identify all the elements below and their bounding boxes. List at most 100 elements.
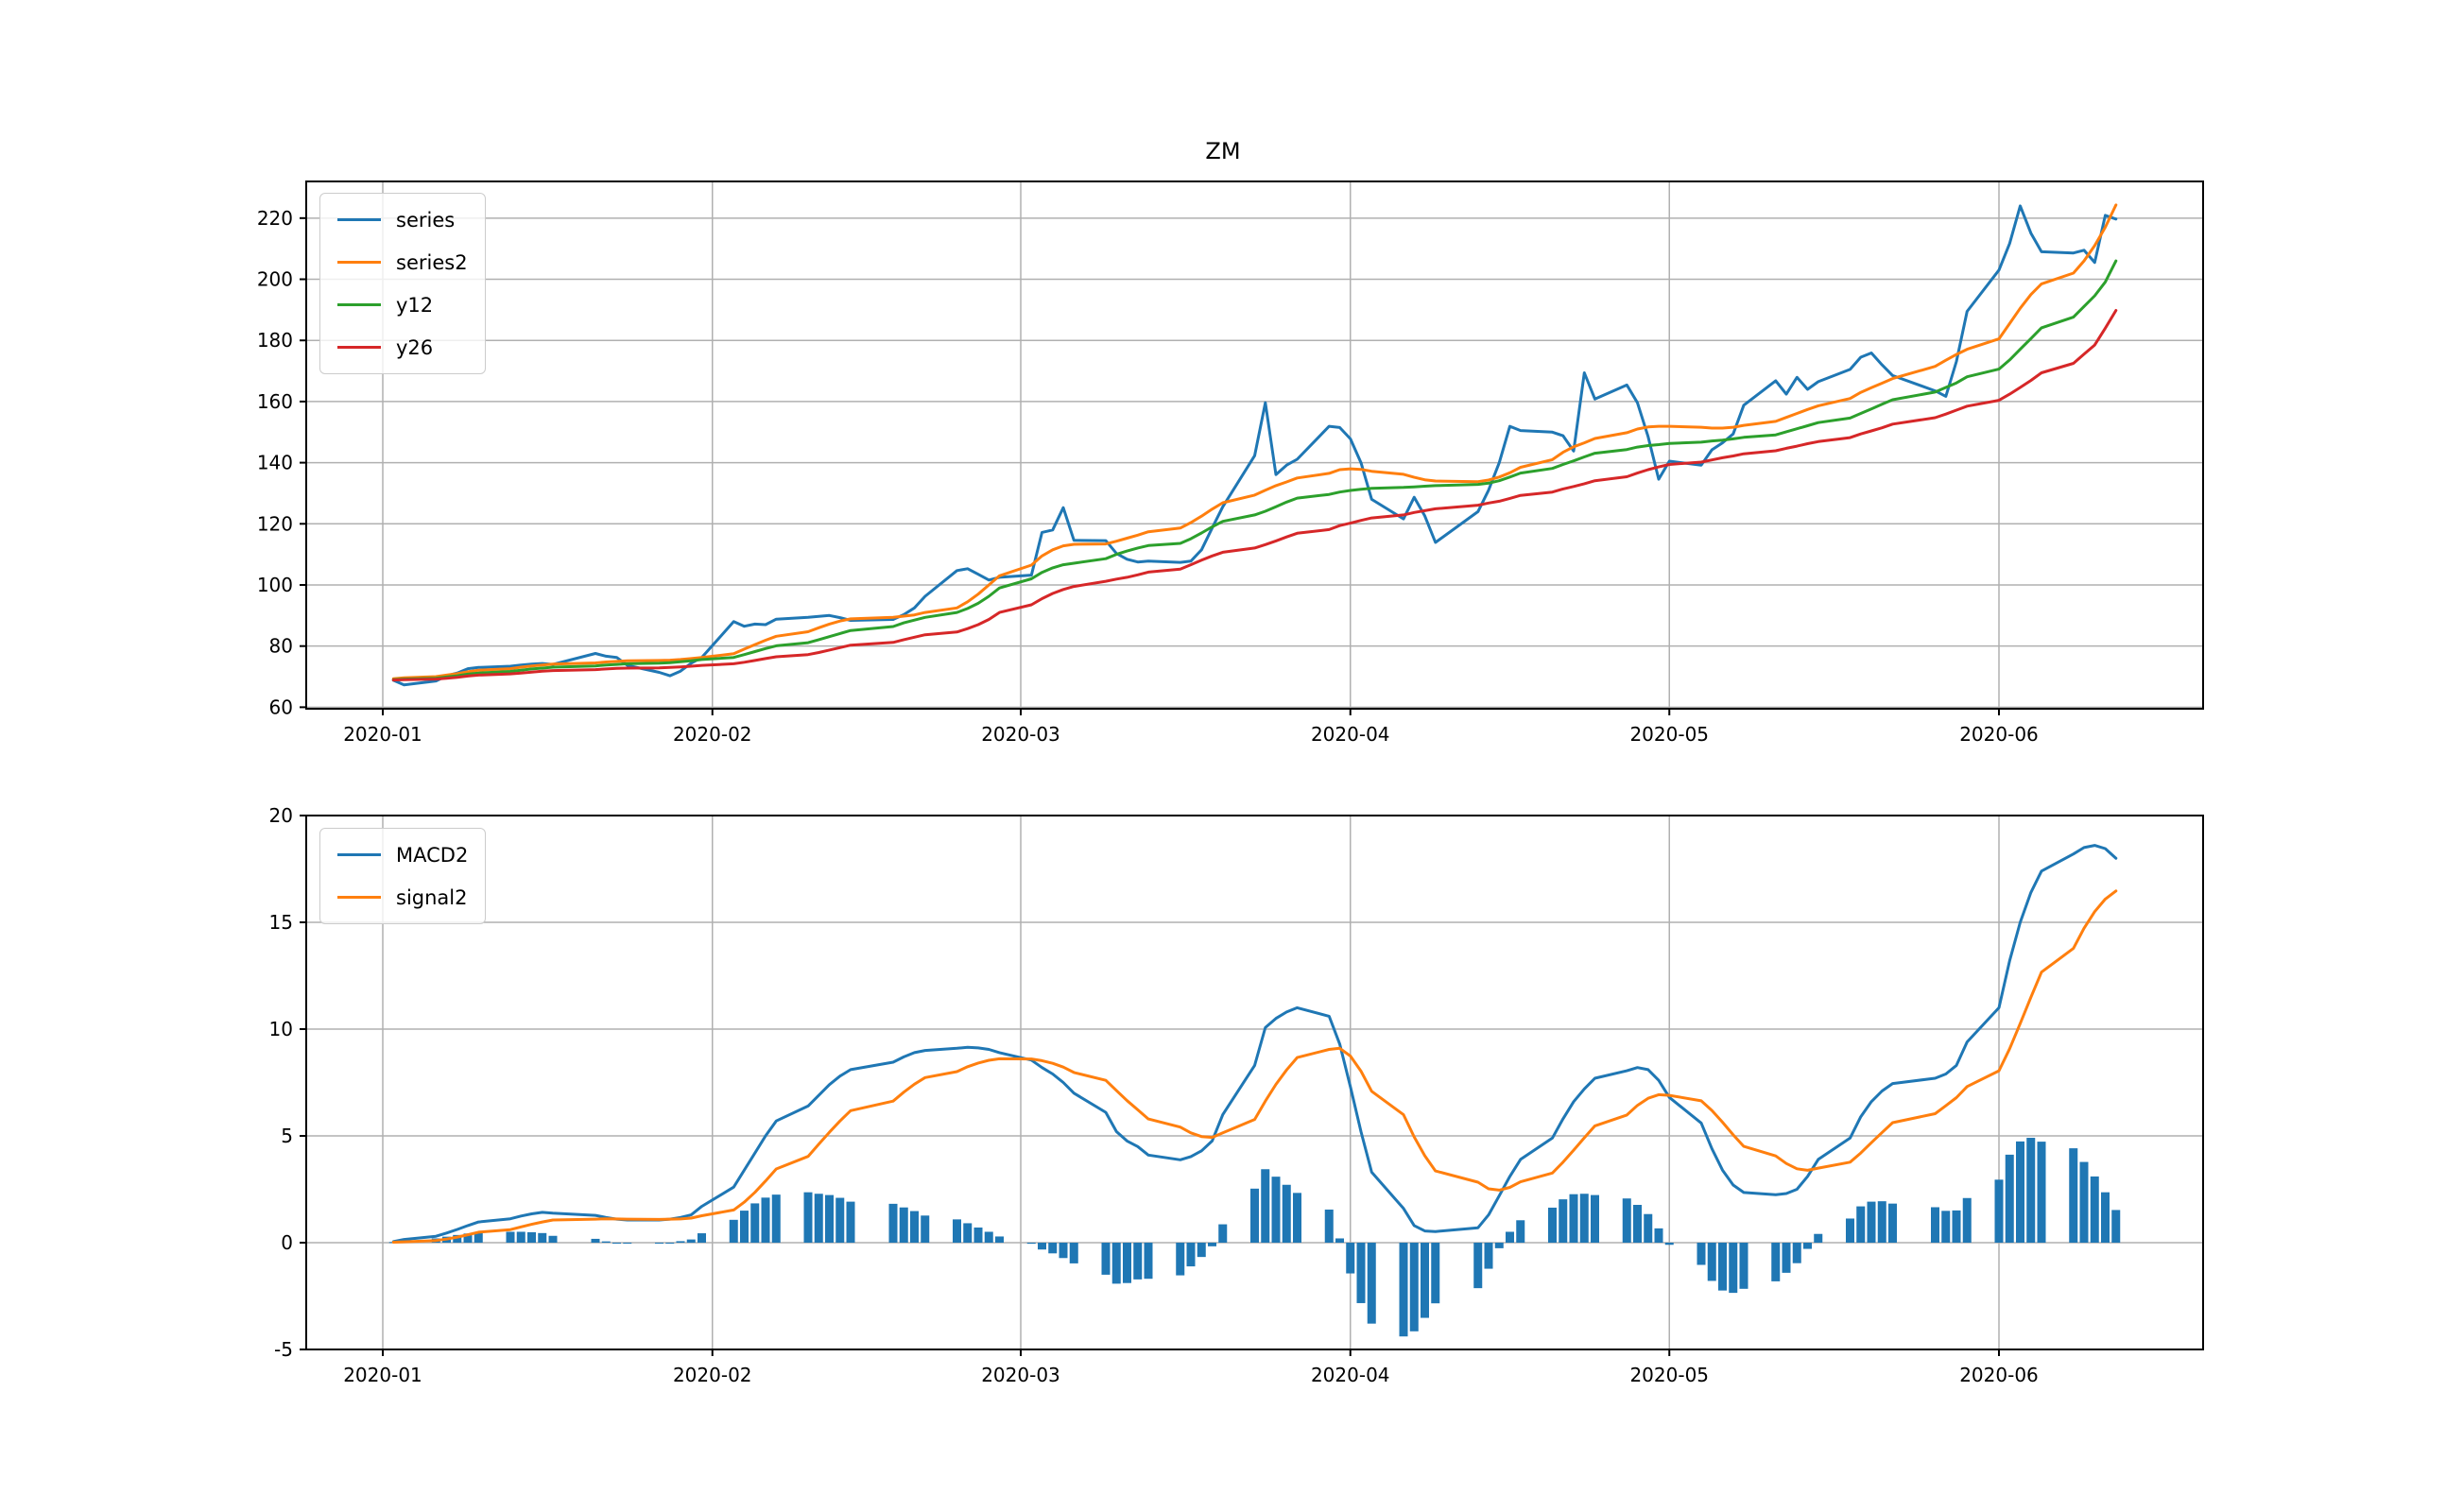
legend-label: series [396,208,456,232]
histogram-bar [1473,1243,1483,1289]
histogram-bar [1069,1243,1078,1263]
histogram-bar [973,1227,983,1243]
histogram-bar [1133,1243,1143,1280]
histogram-bar [1186,1243,1196,1267]
histogram-bar [1994,1179,2004,1243]
histogram-bar [1484,1243,1493,1269]
series-line [391,204,2118,687]
x-tick-label: 2020-06 [1959,1364,2039,1386]
histogram-bar [2111,1210,2121,1243]
histogram-bar [1356,1243,1366,1303]
legend-line-swatch [337,218,381,221]
histogram-bar [995,1236,1004,1243]
histogram-bar [1877,1201,1886,1243]
macd-panel-border [305,815,2204,1350]
y12-line [391,259,2118,681]
histogram-bar [1409,1243,1419,1332]
histogram-bar [1261,1169,1270,1243]
y-tick-label: 20 [269,804,293,827]
histogram-bar [2037,1142,2046,1243]
legend-line-swatch [337,896,381,899]
y-tick-label: 15 [269,911,293,934]
histogram-bar [1293,1193,1301,1243]
histogram-bar [846,1201,855,1243]
y-tick-label: 10 [269,1018,293,1040]
histogram-bar [655,1243,663,1244]
histogram-bar [665,1243,675,1244]
histogram-bar [1282,1184,1291,1243]
y-tick-label: 0 [281,1231,293,1254]
histogram-bar [761,1197,770,1243]
y-tick-label: 60 [269,696,293,718]
legend-label: MACD2 [396,843,469,867]
legend-line-swatch [337,853,381,856]
histogram-bar [548,1235,558,1243]
histogram-bar [1803,1243,1812,1249]
histogram-bar [1622,1198,1631,1243]
histogram-bar [676,1241,685,1243]
histogram-bar [1494,1243,1504,1248]
series2-line [391,203,2118,680]
y-tick-label: 180 [257,329,293,352]
histogram-bar [601,1241,611,1243]
histogram-bar [1431,1243,1440,1304]
x-tick-label: 2020-02 [673,723,752,746]
histogram-bar [1335,1238,1344,1243]
histogram-bar [1399,1243,1408,1337]
x-tick-label: 2020-05 [1629,1364,1709,1386]
histogram-bar [750,1203,760,1243]
histogram-bar [474,1232,483,1243]
histogram-bar [1718,1243,1727,1291]
legend-label: y26 [396,335,434,359]
y-tick-label: 5 [281,1125,293,1147]
histogram-bar [612,1243,621,1244]
macd2-line [391,844,2118,1244]
histogram-bar [921,1215,930,1243]
legend-line-swatch [337,346,381,349]
legend-item-series: series [337,205,468,234]
histogram-bar [2079,1161,2089,1243]
x-tick-label: 2020-03 [981,723,1060,746]
histogram-bar [729,1219,738,1243]
histogram-bar [1271,1177,1281,1243]
histogram-bar [1814,1233,1823,1243]
histogram-bar [686,1239,696,1243]
legend-price: series series2 y12 y26 [319,193,486,374]
histogram-bar [1952,1210,1961,1243]
histogram-bar [1792,1243,1801,1263]
histogram-bar [1931,1207,1939,1243]
histogram-bar [1664,1243,1674,1246]
histogram-bar [1846,1218,1854,1243]
histogram-bar [1176,1243,1185,1276]
legend-label: y12 [396,293,434,317]
histogram-bar [1782,1243,1791,1273]
histogram-bar [1208,1243,1216,1246]
histogram-bar [453,1234,462,1243]
histogram-bar [527,1231,536,1243]
histogram-bar [835,1197,845,1243]
histogram-bar [1144,1243,1153,1280]
histogram-bar [984,1231,993,1243]
histogram-bar [1123,1243,1131,1283]
y26-line [391,309,2118,682]
x-tick-label: 2020-06 [1959,723,2039,746]
x-tick-label: 2020-04 [1311,723,1390,746]
histogram-bar [888,1203,898,1243]
histogram-bar [1856,1206,1866,1243]
x-tick-label: 2020-01 [343,723,422,746]
histogram-bar [1697,1243,1706,1265]
legend-item-signal2: signal2 [337,883,468,912]
legend-line-swatch [337,303,381,306]
y-tick-label: 160 [257,390,293,413]
histogram-bar [1729,1243,1738,1294]
histogram-bar [910,1211,919,1243]
y-tick-label: 100 [257,574,293,596]
histogram-bar [2026,1138,2036,1243]
histogram-bar [463,1233,473,1243]
legend-label: series2 [396,250,468,274]
x-tick-label: 2020-04 [1311,1364,1390,1386]
histogram-bar [953,1219,961,1243]
histogram-bar [771,1194,781,1243]
